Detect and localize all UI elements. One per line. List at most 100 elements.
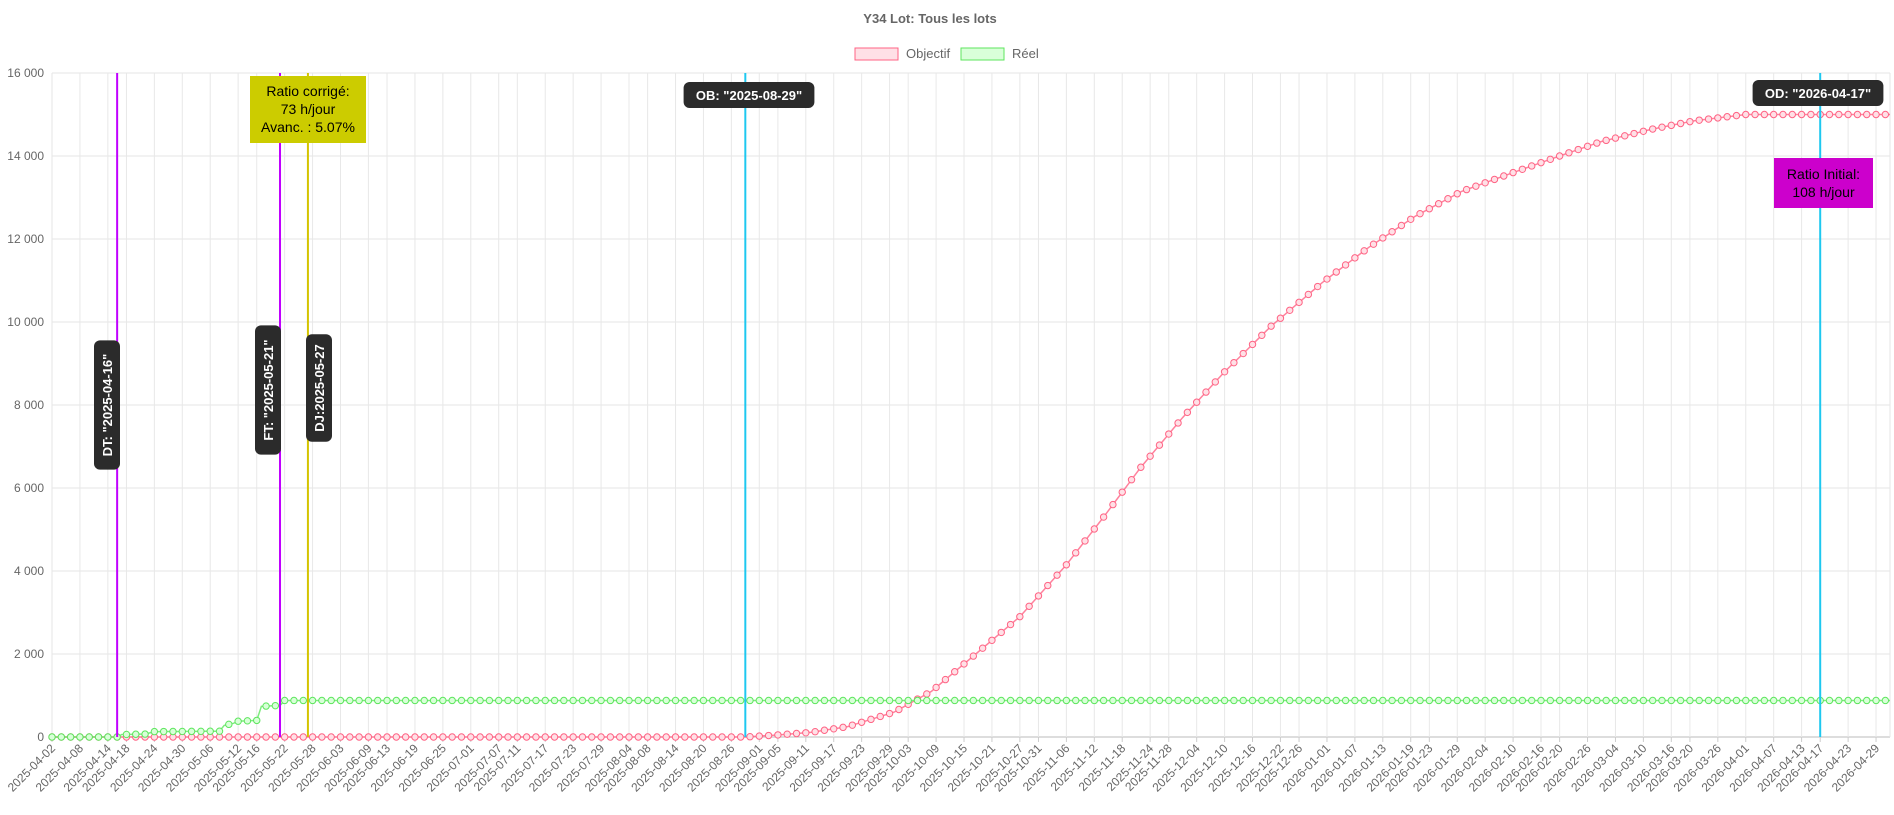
data-point: [457, 733, 466, 741]
data-point: [1667, 121, 1676, 130]
data-point: [1379, 234, 1387, 242]
data-point: [1797, 110, 1806, 119]
data-point: [1537, 696, 1545, 705]
data-point: [1025, 602, 1033, 610]
data-point: [1351, 696, 1359, 705]
data-point: [1555, 152, 1564, 160]
data-point: [1425, 696, 1434, 705]
data-point: [671, 696, 680, 705]
data-point: [280, 733, 289, 741]
data-point: [1611, 134, 1620, 142]
data-point: [1723, 113, 1731, 121]
data-point: [923, 696, 931, 705]
data-point: [1434, 696, 1443, 705]
data-point: [1416, 696, 1424, 705]
data-point: [941, 675, 950, 684]
data-point: [1183, 408, 1192, 417]
data-point: [1462, 185, 1471, 194]
data-point: [1555, 696, 1564, 705]
data-point: [1174, 696, 1182, 705]
data-point: [1304, 290, 1313, 299]
data-point: [66, 733, 75, 741]
legend-item-reel[interactable]: Réel: [960, 46, 1039, 61]
data-point: [1583, 142, 1592, 151]
data-point: [867, 715, 875, 724]
data-point: [1444, 696, 1452, 705]
data-point: [522, 733, 531, 741]
data-point: [299, 733, 307, 741]
data-point: [625, 696, 633, 705]
data-point: [1425, 205, 1434, 213]
data-point: [830, 725, 838, 733]
data-point: [122, 730, 131, 739]
data-point: [448, 696, 456, 705]
data-point: [290, 733, 298, 741]
data-point: [308, 696, 317, 705]
data-point: [1034, 592, 1043, 600]
vline-label-box: [255, 325, 281, 455]
data-point: [1825, 696, 1834, 705]
data-point: [1742, 110, 1750, 119]
legend[interactable]: Objectif Réel: [854, 46, 1039, 61]
vline-label-text: DT: "2025-04-16": [100, 354, 115, 457]
data-point: [1304, 696, 1313, 705]
data-point: [1648, 125, 1657, 133]
data-point: [1006, 620, 1015, 629]
data-point: [1313, 696, 1322, 705]
data-point: [588, 733, 596, 741]
data-point: [1686, 117, 1694, 126]
y-tick-label: 4 000: [14, 564, 44, 578]
legend-item-objectif[interactable]: Objectif: [854, 46, 950, 61]
data-point: [1267, 322, 1275, 330]
data-point: [1509, 696, 1517, 705]
data-point: [727, 696, 736, 705]
data-point: [1313, 282, 1322, 291]
vline-label-text: OD: "2026-04-17": [1765, 86, 1871, 101]
data-point: [299, 696, 307, 705]
data-point: [774, 696, 782, 705]
data-point: [318, 733, 326, 741]
data-point: [699, 733, 708, 741]
data-point: [718, 733, 726, 741]
data-point: [1202, 388, 1210, 396]
data-point: [1565, 149, 1573, 157]
data-point: [1807, 110, 1815, 119]
data-point: [1444, 195, 1452, 203]
data-point: [485, 733, 494, 741]
data-point: [1695, 116, 1703, 124]
vline-label-box: [683, 82, 815, 108]
data-point: [978, 644, 987, 652]
data-point: [671, 733, 680, 741]
data-point: [271, 733, 280, 741]
data-point: [1397, 696, 1406, 705]
data-point: [1853, 110, 1862, 119]
data-point: [1332, 696, 1340, 705]
data-point: [1769, 110, 1778, 119]
data-point: [1416, 209, 1424, 218]
annotation-line: Ratio Initial:: [1786, 166, 1861, 182]
x-axis: 2025-04-022025-04-082025-04-142025-04-18…: [5, 741, 1883, 795]
data-point: [476, 733, 484, 741]
data-point: [1220, 696, 1229, 705]
data-point: [1658, 696, 1666, 705]
data-point: [1528, 696, 1536, 705]
data-point: [1751, 696, 1759, 705]
data-point: [718, 696, 726, 705]
data-point: [1276, 696, 1285, 705]
data-point: [364, 696, 373, 705]
data-point: [1621, 132, 1629, 140]
data-point: [1714, 696, 1722, 705]
data-point: [327, 733, 335, 741]
data-point: [225, 720, 233, 729]
vline-label-od: OD: "2026-04-17": [1752, 80, 1884, 106]
data-point: [48, 733, 56, 741]
data-point: [1062, 561, 1071, 569]
data-point: [439, 696, 447, 705]
legend-label: Objectif: [906, 46, 950, 61]
series-layer: [48, 110, 1890, 741]
data-point: [420, 733, 428, 741]
data-point: [690, 696, 698, 705]
data-point: [1258, 331, 1266, 339]
data-point: [1081, 696, 1089, 705]
vline-label-ob: OB: "2025-08-29": [683, 82, 815, 108]
